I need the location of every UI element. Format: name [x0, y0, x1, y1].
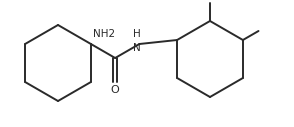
Text: NH2: NH2 [93, 29, 115, 39]
Text: N: N [133, 43, 140, 53]
Text: O: O [111, 85, 120, 95]
Text: H: H [133, 29, 140, 39]
